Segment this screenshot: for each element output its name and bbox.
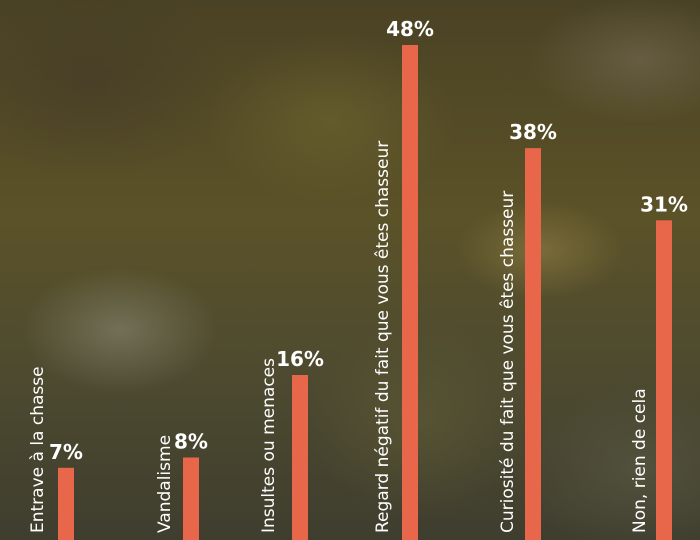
- bar-2: [292, 375, 308, 540]
- bar-3: [402, 45, 418, 540]
- category-label-4: Curiosité du fait que vous êtes chasseur: [498, 191, 518, 533]
- category-label-2: Insultes ou menaces: [259, 358, 279, 533]
- bar-5: [656, 220, 672, 540]
- value-label-2: 16%: [276, 347, 324, 371]
- bar-0: [58, 467, 74, 540]
- value-label-0: 7%: [49, 440, 83, 464]
- value-label-3: 48%: [386, 17, 434, 41]
- bar-1: [183, 457, 199, 540]
- value-label-5: 31%: [640, 192, 688, 216]
- category-label-5: Non, rien de cela: [630, 388, 650, 533]
- value-label-4: 38%: [509, 120, 557, 144]
- value-label-1: 8%: [174, 430, 208, 454]
- category-label-1: Vandalisme: [155, 435, 175, 533]
- category-label-3: Regard négatif du fait que vous êtes cha…: [373, 141, 393, 533]
- bar-4: [525, 148, 541, 540]
- category-label-0: Entrave à la chasse: [28, 366, 48, 533]
